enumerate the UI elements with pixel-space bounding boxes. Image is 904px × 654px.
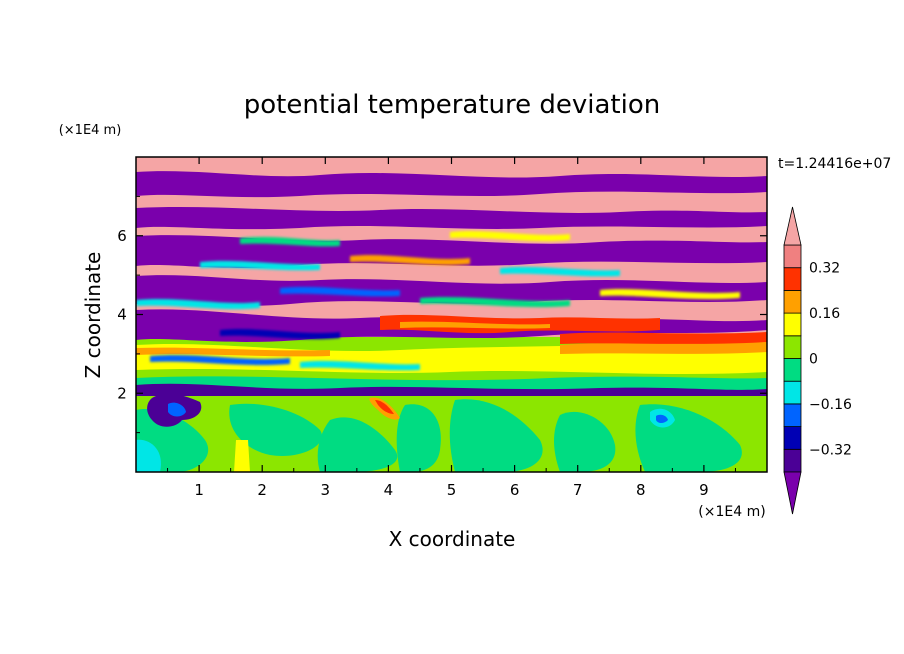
colorbar-box xyxy=(783,448,802,473)
x-tick-label: 6 xyxy=(510,481,520,499)
upper-layer-band xyxy=(136,207,767,230)
colorbar-label: 0.16 xyxy=(809,306,840,322)
lower-layer-eddy xyxy=(554,411,616,472)
chart-title: potential temperature deviation xyxy=(244,90,660,120)
x-axis-unit: (×1E4 m) xyxy=(698,504,765,520)
colorbar-box xyxy=(783,403,802,427)
middle-layer-band xyxy=(560,342,767,354)
colorbar-min-triangle xyxy=(783,471,802,515)
colorbar-box xyxy=(783,380,802,405)
colorbar-max-triangle xyxy=(783,206,802,246)
x-tick-label: 4 xyxy=(384,481,394,499)
lower-layer-eddy xyxy=(396,404,441,472)
colorbar-box xyxy=(783,358,802,382)
lower-layer-eddy xyxy=(229,403,322,456)
y-axis: 2 4 6 xyxy=(117,195,767,434)
middle-layer-band xyxy=(136,347,330,357)
colorbar-box xyxy=(783,426,802,450)
y-tick-label: 2 xyxy=(117,384,127,402)
x-tick-label: 3 xyxy=(321,481,331,499)
colorbar: 0.32 0.16 0 −0.16 −0.32 xyxy=(783,206,852,515)
lower-layer-eddy xyxy=(168,402,186,417)
y-tick-label: 4 xyxy=(117,306,127,324)
lower-layer-eddy xyxy=(449,399,543,472)
y-axis-unit: (×1E4 m) xyxy=(59,123,122,138)
x-tick-label: 8 xyxy=(636,481,646,499)
upper-layer-band xyxy=(560,332,767,344)
lower-layer-eddy xyxy=(656,414,668,423)
lower-layer-eddy xyxy=(317,417,398,472)
lower-layer-eddy xyxy=(375,400,394,414)
time-label: t=1.24416e+07 xyxy=(778,156,891,172)
upper-layer-band xyxy=(400,321,550,329)
x-tick-label: 1 xyxy=(194,481,204,499)
lower-layer-eddy xyxy=(234,440,250,472)
upper-layer-band xyxy=(136,171,767,198)
x-tick-label: 7 xyxy=(573,481,583,499)
middle-layer-band xyxy=(136,383,767,396)
lower-layer-eddy xyxy=(136,439,161,472)
contour-field xyxy=(136,157,767,472)
colorbar-label: −0.16 xyxy=(809,397,852,413)
colorbar-box xyxy=(783,312,802,337)
transition-streaks xyxy=(136,231,740,371)
x-tick-label: 9 xyxy=(699,481,709,499)
upper-layer-band xyxy=(136,275,767,306)
colorbar-box xyxy=(783,244,802,269)
x-axis: 1 2 3 4 5 6 7 8 9 xyxy=(167,157,736,499)
upper-layer-band xyxy=(380,314,660,334)
x-axis-label: X coordinate xyxy=(389,527,516,551)
x-tick-label: 5 xyxy=(447,481,457,499)
colorbar-box xyxy=(783,289,802,314)
y-tick-label: 6 xyxy=(117,227,127,245)
colorbar-box xyxy=(783,335,802,359)
colorbar-label: 0.32 xyxy=(809,261,840,277)
colorbar-label: −0.32 xyxy=(809,442,852,458)
colorbar-box xyxy=(783,267,802,291)
x-tick-label: 2 xyxy=(257,481,267,499)
colorbar-label: 0 xyxy=(809,352,818,368)
y-axis-label: Z coordinate xyxy=(81,252,105,379)
